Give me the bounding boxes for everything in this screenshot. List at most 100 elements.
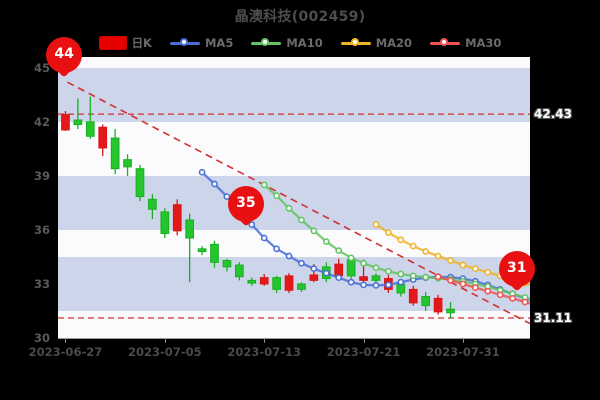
ma-point bbox=[447, 257, 454, 264]
high-marker[interactable]: 44 bbox=[46, 36, 83, 83]
candlestick bbox=[110, 129, 120, 175]
legend-item-ma10[interactable]: MA10 bbox=[251, 36, 323, 50]
ma-point bbox=[347, 254, 355, 262]
candle-body bbox=[210, 243, 219, 263]
candlestick bbox=[73, 98, 83, 130]
candle-body bbox=[259, 277, 269, 285]
ma-point bbox=[471, 284, 479, 291]
y-axis-tick-label: 45 bbox=[33, 60, 50, 75]
candle-body bbox=[433, 297, 443, 313]
grid-band bbox=[58, 256, 530, 311]
candle-body bbox=[284, 275, 294, 291]
y-axis-tick-label: 42 bbox=[33, 114, 50, 129]
ma-point bbox=[322, 269, 330, 277]
candle-body bbox=[346, 259, 356, 277]
x-axis-tick bbox=[65, 338, 67, 343]
ma-point bbox=[459, 280, 467, 288]
ma-point bbox=[273, 192, 281, 200]
candle-body bbox=[359, 276, 368, 281]
plot-area bbox=[58, 57, 530, 338]
candlestick bbox=[98, 124, 108, 157]
ma-point bbox=[471, 265, 479, 273]
ma-point bbox=[298, 216, 305, 224]
candlestick bbox=[259, 274, 269, 286]
candle-body bbox=[135, 168, 145, 198]
ma-point bbox=[372, 264, 380, 272]
ma-point bbox=[422, 248, 430, 255]
candle-body bbox=[234, 264, 244, 278]
candle-body bbox=[247, 279, 257, 284]
ma-point bbox=[384, 281, 392, 289]
ma-point bbox=[384, 229, 392, 237]
pin-head bbox=[498, 251, 535, 288]
ma-point bbox=[347, 278, 355, 286]
legend-item-ma20[interactable]: MA20 bbox=[340, 36, 412, 50]
legend-label: MA30 bbox=[465, 36, 502, 50]
candlestick bbox=[433, 294, 443, 315]
ma-point bbox=[509, 294, 517, 302]
ma-point bbox=[310, 265, 318, 273]
ma-series-ma30 bbox=[434, 273, 530, 306]
legend-label: MA5 bbox=[204, 36, 234, 50]
candle-body bbox=[334, 263, 344, 277]
candle-body bbox=[309, 274, 319, 281]
legend-item-日k[interactable]: 日K bbox=[98, 35, 152, 51]
ma-point bbox=[397, 236, 405, 244]
kline-swatch-icon bbox=[98, 36, 127, 50]
ma-point bbox=[422, 273, 430, 281]
x-axis-tick bbox=[264, 338, 266, 343]
legend-item-ma30[interactable]: MA30 bbox=[430, 36, 501, 50]
legend-label: 日K bbox=[131, 36, 152, 50]
candle-body bbox=[110, 137, 120, 170]
candlestick bbox=[172, 199, 182, 236]
ma-point bbox=[310, 227, 318, 235]
candlestick bbox=[148, 193, 157, 220]
ma-point bbox=[372, 221, 380, 228]
candlestick bbox=[272, 275, 281, 293]
candle-body bbox=[148, 198, 157, 210]
candle-body bbox=[123, 159, 132, 168]
candle-body bbox=[85, 121, 95, 137]
candle-body bbox=[160, 211, 170, 235]
candlestick bbox=[421, 292, 431, 311]
page-title: 晶澳科技(002459) bbox=[234, 9, 366, 25]
ma-point bbox=[260, 234, 268, 242]
ma-point bbox=[384, 267, 392, 275]
candlestick bbox=[123, 154, 132, 176]
candlestick bbox=[197, 246, 207, 256]
low-marker[interactable]: 31 bbox=[498, 251, 535, 297]
candle-body bbox=[98, 126, 108, 149]
pin-value: 31 bbox=[507, 260, 527, 277]
candlestick bbox=[234, 262, 244, 281]
candlestick bbox=[297, 282, 306, 293]
ma-series-ma10 bbox=[260, 181, 530, 301]
candlestick bbox=[85, 96, 95, 139]
legend-item-ma5[interactable]: MA5 bbox=[169, 36, 234, 50]
ma-point bbox=[198, 168, 206, 176]
ma-point bbox=[434, 252, 442, 260]
x-axis-tick-label: 2023-07-05 bbox=[128, 345, 202, 359]
y-axis: 30 33 36 39 42 45 bbox=[0, 57, 54, 345]
grid-band bbox=[58, 67, 530, 122]
x-axis-line bbox=[58, 338, 530, 339]
ma-point bbox=[397, 278, 405, 286]
candlestick bbox=[446, 301, 455, 319]
ma-point bbox=[335, 247, 343, 255]
candlestick bbox=[284, 273, 294, 293]
ma-point bbox=[248, 221, 256, 228]
ma-point bbox=[484, 268, 492, 276]
candle-body bbox=[185, 219, 195, 239]
candlestick bbox=[210, 240, 219, 268]
x-axis-tick bbox=[363, 338, 365, 343]
candle-body bbox=[222, 260, 232, 268]
candle-body bbox=[172, 204, 182, 232]
ma-point bbox=[285, 252, 293, 260]
candlestick bbox=[222, 258, 232, 272]
mid-marker[interactable]: 35 bbox=[227, 186, 264, 232]
x-axis-tick-label: 2023-07-31 bbox=[426, 345, 500, 359]
candle-body bbox=[297, 283, 306, 290]
upper-reference-label: 42.43 bbox=[534, 107, 572, 122]
ma-point bbox=[409, 242, 417, 250]
x-axis-tick-label: 2023-07-13 bbox=[227, 345, 301, 359]
